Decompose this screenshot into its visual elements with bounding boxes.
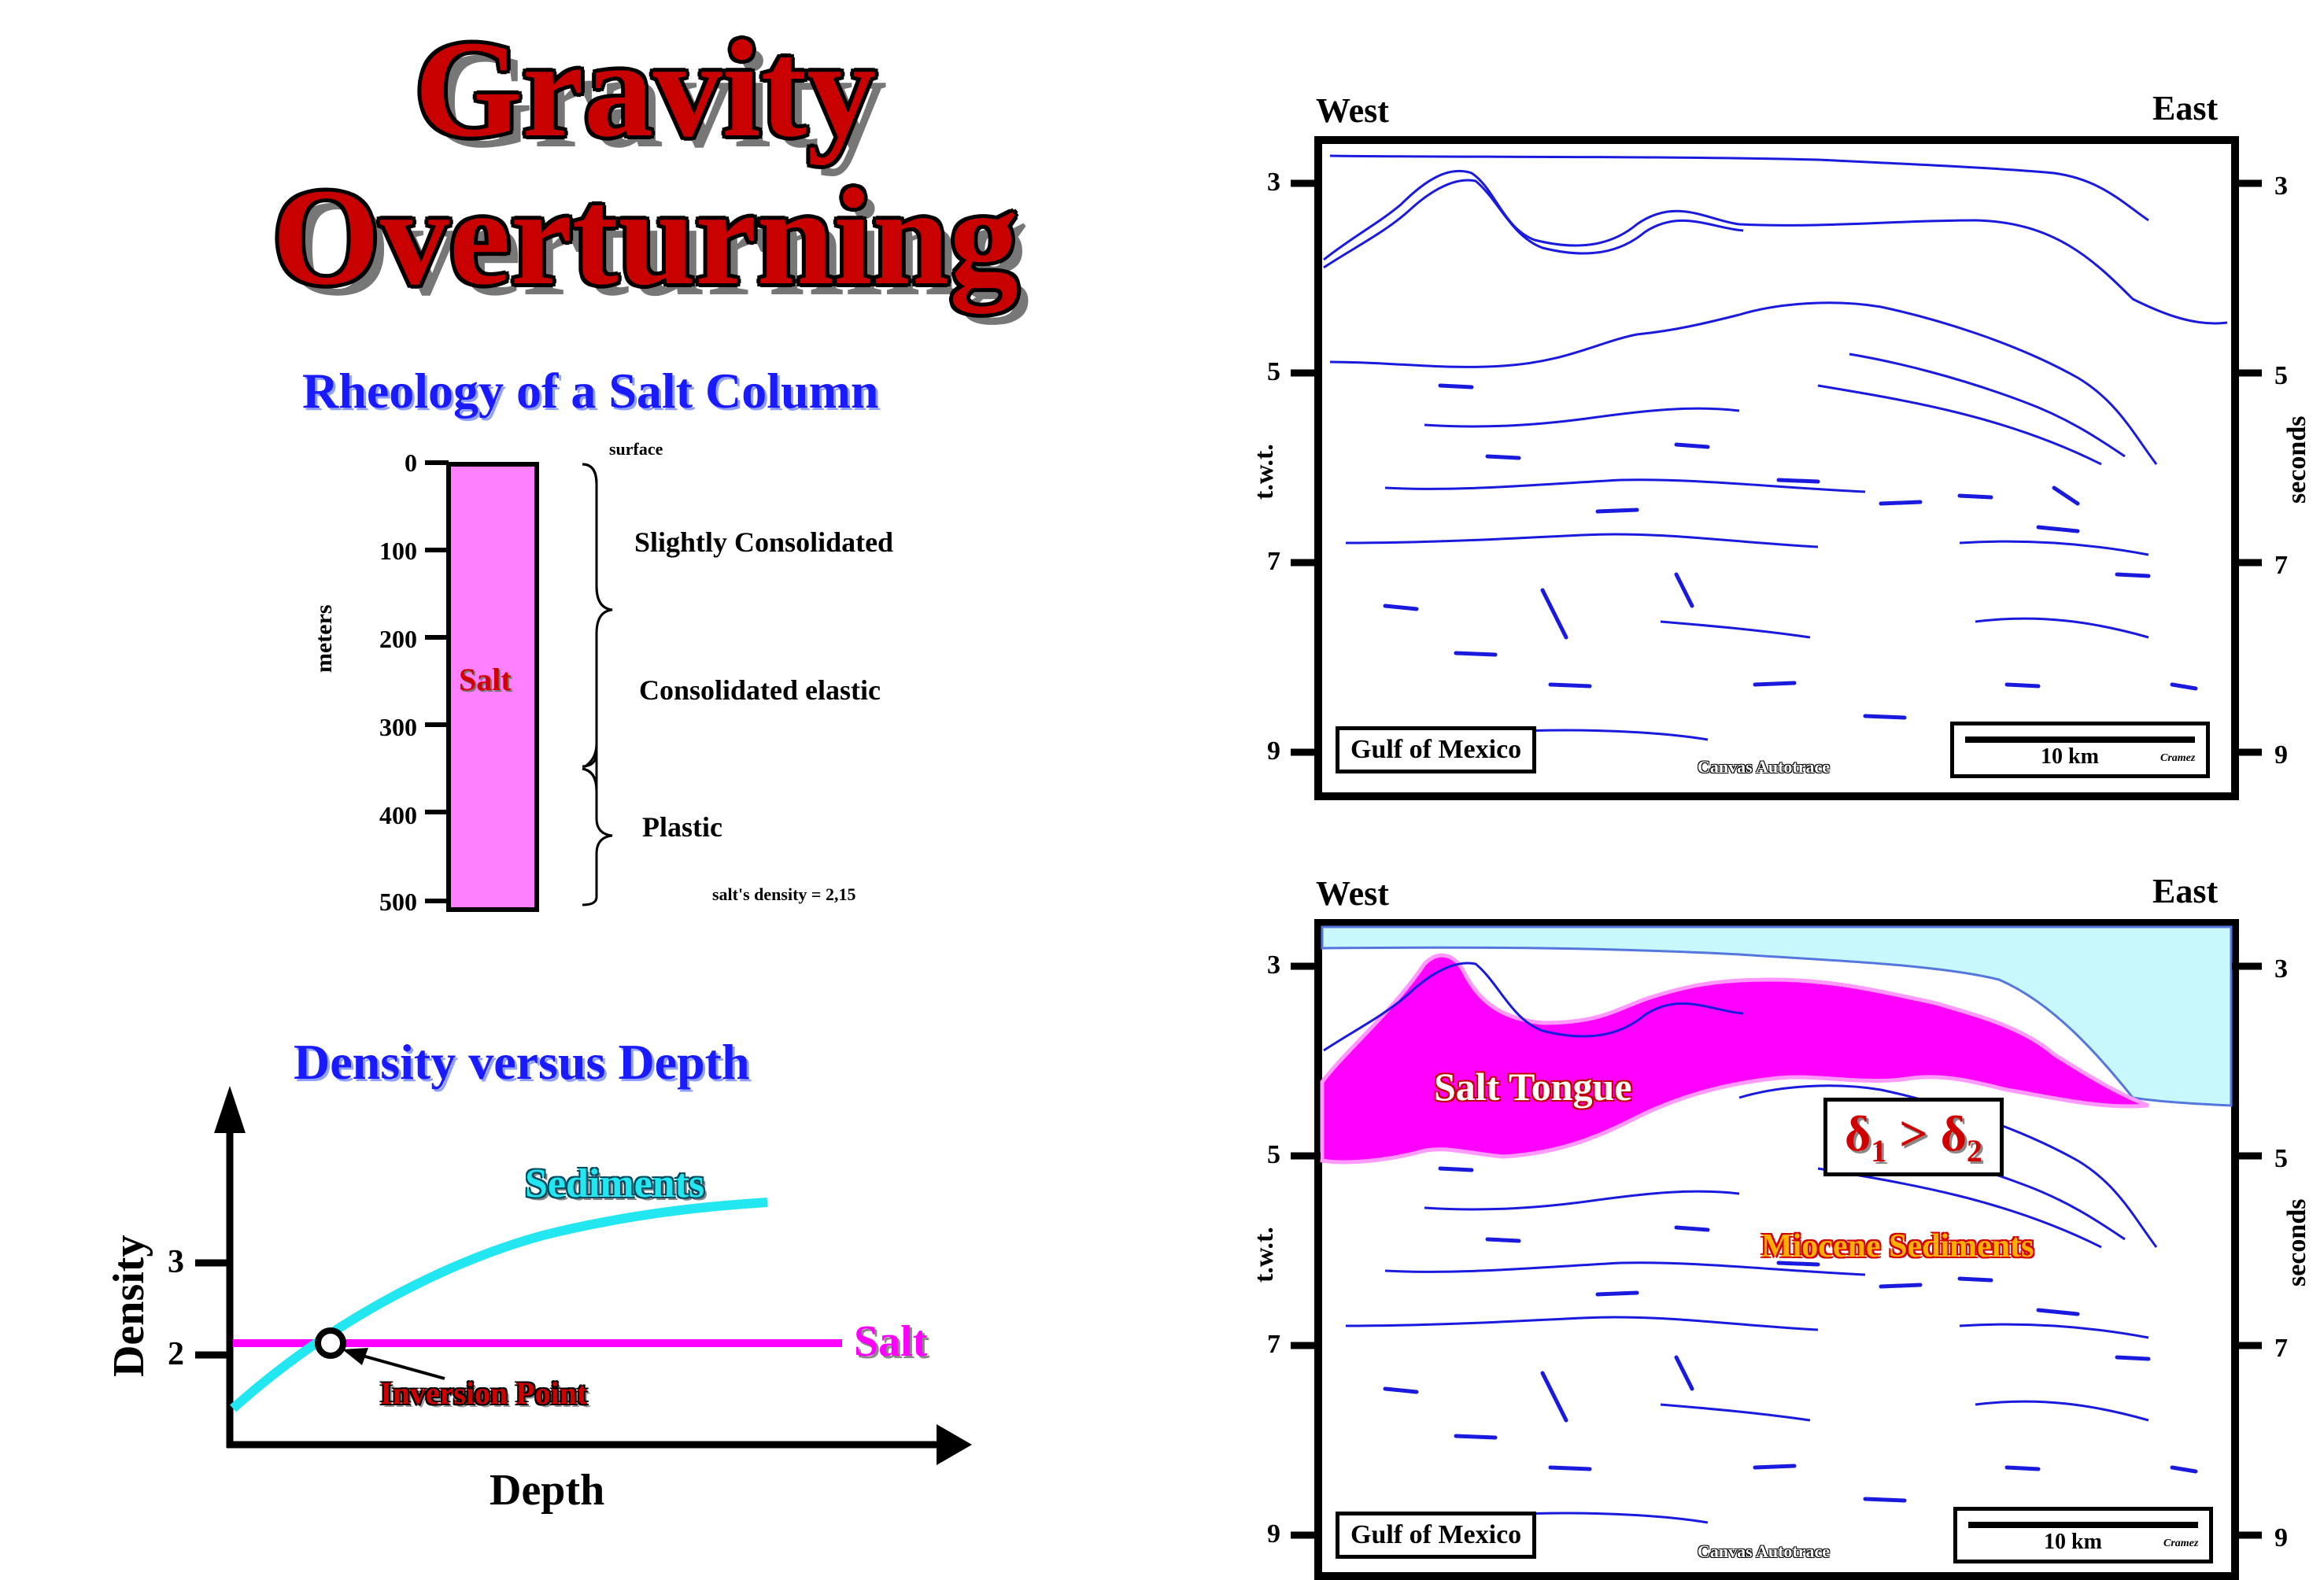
miocene-sediments-label: Miocene Sediments xyxy=(1761,1228,2034,1264)
depth-tick-200: 200 xyxy=(379,625,417,653)
panel2-scale-text: 10 km xyxy=(2044,1530,2102,1554)
depth-tick-0: 0 xyxy=(405,449,417,477)
inversion-pointer-head xyxy=(342,1348,368,1365)
depth-tick-marks xyxy=(425,460,449,903)
salt-column-label: Salt xyxy=(459,662,512,697)
panel2-west-label: West xyxy=(1316,874,1389,913)
density-chart xyxy=(195,1086,972,1465)
salt-tongue-body xyxy=(1320,953,2149,1165)
panel2-east-label: East xyxy=(2152,872,2219,910)
depth-tick-300: 300 xyxy=(379,713,417,741)
panel2-tick-9-left: 9 xyxy=(1267,1519,1280,1549)
delta-1-symbol: δ xyxy=(1845,1106,1871,1161)
panel2-twt-label: t.w.t. xyxy=(1250,1227,1279,1283)
delta-1-subscript: 1 xyxy=(1871,1132,1887,1168)
delta-2-symbol: δ xyxy=(1940,1106,1967,1161)
density-tick-label-3: 3 xyxy=(168,1244,184,1280)
panel1-east-label: East xyxy=(2152,89,2219,127)
panel1-tick-3-left: 3 xyxy=(1267,168,1280,197)
panel2-tick-9-right: 9 xyxy=(2274,1523,2288,1552)
panel2-author: Cramez xyxy=(2163,1538,2199,1549)
panel1-seconds-label: seconds xyxy=(2282,415,2311,504)
panel2-scale-bar xyxy=(1968,1522,2198,1528)
panel2-location-box: Gulf of Mexico xyxy=(1336,1512,1537,1559)
greater-than-symbol: > xyxy=(1899,1106,1928,1161)
density-chart-title: Density versus Depth xyxy=(294,1034,750,1090)
panel2-tick-5-right: 5 xyxy=(2274,1144,2288,1173)
panel2-seconds-label: seconds xyxy=(2282,1198,2311,1287)
meters-axis-label: meters xyxy=(311,604,337,673)
delta-2-subscript: 2 xyxy=(1966,1132,1982,1168)
density-tick-label-2: 2 xyxy=(168,1336,184,1372)
title-line-2: Overturning xyxy=(272,161,1019,314)
panel1-credit: Canvas Autotrace xyxy=(1698,757,1831,777)
panel2-tick-3-right: 3 xyxy=(2274,954,2288,984)
panel1-tick-7-left: 7 xyxy=(1267,547,1280,576)
panel1-tick-9-left: 9 xyxy=(1267,736,1280,766)
density-y-arrow xyxy=(214,1086,246,1133)
inversion-pointer xyxy=(353,1352,445,1380)
zone-plastic: Plastic xyxy=(642,811,722,843)
title-line-1: Gravity xyxy=(414,13,877,166)
panel1-tick-5-left: 5 xyxy=(1267,357,1280,386)
panel1-tick-3-right: 3 xyxy=(2274,172,2288,201)
inversion-point-label: Inversion Point xyxy=(380,1375,588,1411)
inversion-point-marker xyxy=(315,1327,346,1359)
surface-label: surface xyxy=(609,439,663,459)
seismic-panel-interpreted xyxy=(1291,919,2262,1580)
panel1-scale-bar xyxy=(1965,736,2195,743)
salt-line-label: Salt xyxy=(854,1317,928,1366)
panel1-tick-7-right: 7 xyxy=(2274,551,2288,580)
panel1-location-box: Gulf of Mexico xyxy=(1336,726,1537,773)
panel1-tick-9-right: 9 xyxy=(2274,740,2288,770)
density-inequality-box: δ1 > δ2 xyxy=(1823,1098,2004,1176)
panel1-frame xyxy=(1314,136,2239,800)
rheology-title: Rheology of a Salt Column xyxy=(302,363,879,419)
panel1-scale-text: 10 km xyxy=(2041,744,2099,769)
panel2-tick-marks xyxy=(1291,962,2262,1539)
density-y-label: Density xyxy=(105,1235,153,1377)
panel2-reflector-dashes xyxy=(1383,1166,2198,1519)
depth-tick-500: 500 xyxy=(379,888,417,916)
panel1-twt-label: t.w.t. xyxy=(1250,444,1279,500)
panel2-tick-7-left: 7 xyxy=(1267,1330,1280,1359)
page-title: Gravity Overturning xyxy=(252,16,1039,312)
depth-ticks: 0 100 200 300 400 500 xyxy=(362,441,456,928)
panel1-tick-5-right: 5 xyxy=(2274,361,2288,390)
seismic-panel-raw xyxy=(1291,136,2262,800)
density-x-arrow xyxy=(937,1424,972,1465)
sediments-curve-label: Sediments xyxy=(525,1161,705,1206)
panel2-tick-3-left: 3 xyxy=(1267,951,1280,980)
panel2-scale-box: 10 km Cramez xyxy=(1953,1507,2213,1563)
zone-braces xyxy=(582,463,613,906)
panel1-author: Cramez xyxy=(2160,752,2196,764)
zone-consolidated-elastic: Consolidated elastic xyxy=(639,674,881,706)
panel2-credit: Canvas Autotrace xyxy=(1698,1541,1831,1561)
panel1-west-label: West xyxy=(1316,91,1389,130)
depth-tick-400: 400 xyxy=(379,801,417,829)
water-column xyxy=(1321,925,2233,1107)
zone-slightly-consolidated: Slightly Consolidated xyxy=(634,526,894,558)
depth-tick-100: 100 xyxy=(379,537,417,565)
salt-density-note: salt's density = 2,15 xyxy=(712,884,856,904)
panel2-tick-5-left: 5 xyxy=(1267,1140,1280,1169)
panel2-tick-7-right: 7 xyxy=(2274,1334,2288,1363)
density-x-label: Depth xyxy=(490,1466,605,1515)
salt-column xyxy=(446,462,539,912)
panel1-tick-marks xyxy=(1291,179,2262,756)
salt-tongue-label: Salt Tongue xyxy=(1434,1065,1632,1109)
panel1-scale-box: 10 km Cramez xyxy=(1950,722,2210,778)
